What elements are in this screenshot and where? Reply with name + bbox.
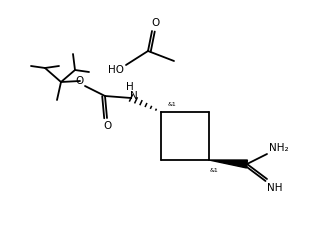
Polygon shape <box>209 160 247 168</box>
Text: O: O <box>151 18 159 28</box>
Text: H: H <box>126 82 134 92</box>
Text: &1: &1 <box>168 102 177 106</box>
Text: O: O <box>76 76 84 86</box>
Text: NH₂: NH₂ <box>269 143 289 153</box>
Text: O: O <box>103 121 111 131</box>
Text: NH: NH <box>267 183 283 193</box>
Text: N: N <box>130 91 138 101</box>
Text: &1: &1 <box>210 169 219 173</box>
Text: HO: HO <box>108 65 124 75</box>
